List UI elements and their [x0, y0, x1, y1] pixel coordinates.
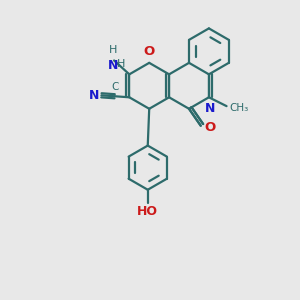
Text: N: N: [205, 102, 215, 115]
Text: C: C: [112, 82, 119, 92]
Text: CH₃: CH₃: [229, 103, 248, 112]
Text: N: N: [107, 59, 118, 72]
Text: HO: HO: [137, 205, 158, 218]
Text: H: H: [108, 45, 117, 55]
Text: N: N: [89, 89, 99, 102]
Text: H: H: [117, 59, 126, 69]
Text: O: O: [144, 44, 155, 58]
Text: O: O: [204, 121, 215, 134]
